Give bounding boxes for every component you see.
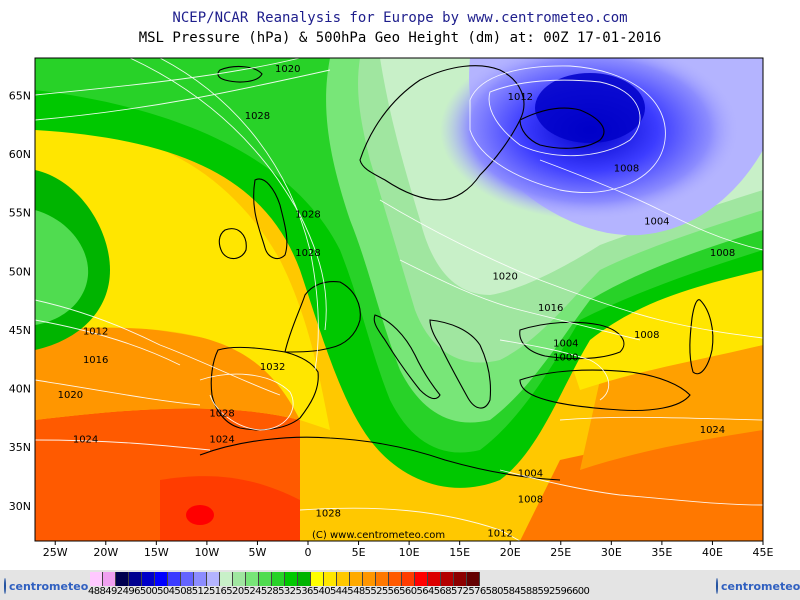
logo-globe-icon [4, 578, 6, 594]
latitude-tick-label: 55N [9, 207, 31, 220]
latitude-tick-label: 40N [9, 383, 31, 396]
longitude-tick-label: 35E [651, 546, 672, 559]
latitude-tick-label: 45N [9, 324, 31, 337]
longitude-tick-label: 20E [500, 546, 521, 559]
longitude-tick-label: 20W [93, 546, 118, 559]
legend-swatch [324, 572, 337, 586]
legend-swatch [311, 572, 324, 586]
isobar-label: 1016 [538, 303, 563, 314]
legend-swatch [155, 572, 168, 586]
isobar-label: 1008 [710, 248, 735, 259]
logo-left-text: centrometeo [9, 579, 89, 593]
longitude-tick-label: 10E [399, 546, 420, 559]
legend-swatch [441, 572, 454, 586]
longitude-tick-label: 0 [305, 546, 312, 559]
legend-swatch [116, 572, 129, 586]
isobar-label: 1004 [553, 338, 578, 349]
legend-swatches [90, 572, 480, 586]
isobar-label: 1008 [634, 330, 659, 341]
longitude-tick-label: 30E [601, 546, 622, 559]
isobar-labels: 1020 1028 1012 1008 1004 1008 1028 1028 1020 1016… [58, 64, 736, 539]
legend-labels: 4884924965005045085125165205245285325365… [88, 586, 590, 598]
legend-swatch [142, 572, 155, 586]
logo-right: centrometeo [716, 576, 800, 596]
legend-swatch [220, 572, 233, 586]
longitude-tick-label: 25W [43, 546, 68, 559]
legend-swatch [168, 572, 181, 586]
legend-swatch [272, 572, 285, 586]
map-subtitle: MSL Pressure (hPa) & 500hPa Geo Height (… [138, 30, 662, 46]
legend-swatch [402, 572, 415, 586]
title-block: NCEP/NCAR Reanalysis for Europe by www.c… [0, 8, 800, 48]
legend-swatch [337, 572, 350, 586]
legend-swatch [181, 572, 194, 586]
legend-swatch [298, 572, 311, 586]
isobar-label: 1016 [83, 355, 108, 366]
longitude-tick-label: 15E [449, 546, 470, 559]
copyright-text: (C) www.centrometeo.com [312, 530, 445, 541]
legend-swatch [129, 572, 142, 586]
isobar-label: 1028 [295, 209, 320, 220]
isobar-label: 1020 [492, 272, 517, 283]
isobar-label: 1000 [553, 352, 578, 363]
legend-swatch [90, 572, 103, 586]
longitude-ticks: 25W 20W 15W 10W 5W 0 5E 10E 15E 20E 25E 30E 35E 40E 45… [43, 541, 774, 559]
legend-swatch [428, 572, 441, 586]
latitude-tick-label: 60N [9, 148, 31, 161]
longitude-tick-label: 25E [550, 546, 571, 559]
isobar-label: 1028 [245, 111, 270, 122]
latitude-tick-label: 65N [9, 90, 31, 103]
isobar-label: 1024 [209, 435, 234, 446]
longitude-tick-label: 15W [144, 546, 169, 559]
legend-swatch [363, 572, 376, 586]
isobar-label: 1008 [518, 494, 543, 505]
legend-label-values: 4884924965005045085125165205245285325365… [88, 586, 590, 597]
legend-swatch [259, 572, 272, 586]
map-frame [34, 57, 764, 542]
latitude-ticks: 65N 60N 55N 50N 45N 40N 35N 30N [9, 90, 31, 513]
logo-left: centrometeo [4, 576, 88, 596]
isobar-label: 1012 [487, 528, 512, 539]
legend-swatch [454, 572, 467, 586]
coastlines [199, 65, 714, 481]
legend-swatch [194, 572, 207, 586]
legend-swatch [415, 572, 428, 586]
legend-swatch [246, 572, 259, 586]
isobar-label: 1012 [508, 92, 533, 103]
map-title: NCEP/NCAR Reanalysis for Europe by www.c… [172, 10, 628, 26]
isobars [35, 58, 763, 541]
longitude-tick-label: 5E [352, 546, 366, 559]
height-field [35, 58, 763, 541]
legend-swatch [376, 572, 389, 586]
isobar-label: 1028 [295, 248, 320, 259]
isobar-label: 1020 [58, 390, 83, 401]
longitude-tick-label: 5W [249, 546, 267, 559]
isobar-label: 1004 [644, 216, 669, 227]
isobar-label: 1028 [209, 409, 234, 420]
isobar-label: 1028 [315, 508, 340, 519]
isobar-label: 1008 [614, 164, 639, 175]
latitude-tick-label: 50N [9, 265, 31, 278]
isobar-label: 1004 [518, 469, 543, 480]
longitude-tick-label: 45E [753, 546, 774, 559]
longitude-tick-label: 10W [194, 546, 219, 559]
latitude-tick-label: 30N [9, 500, 31, 513]
legend-swatch [103, 572, 116, 586]
longitude-tick-label: 40E [702, 546, 723, 559]
legend-swatch [285, 572, 298, 586]
legend-swatch [207, 572, 220, 586]
isobar-label: 1020 [275, 64, 300, 75]
isobar-label: 1024 [73, 435, 98, 446]
latitude-tick-label: 35N [9, 441, 31, 454]
isobar-label: 1024 [700, 425, 725, 436]
legend-swatch [350, 572, 363, 586]
isobar-label: 1012 [83, 327, 108, 338]
logo-right-text: centrometeo [721, 579, 800, 593]
logo-globe-icon [716, 578, 718, 594]
legend-swatch [233, 572, 246, 586]
isobar-label: 1032 [260, 362, 285, 373]
legend-swatch [467, 572, 480, 586]
legend-swatch [389, 572, 402, 586]
